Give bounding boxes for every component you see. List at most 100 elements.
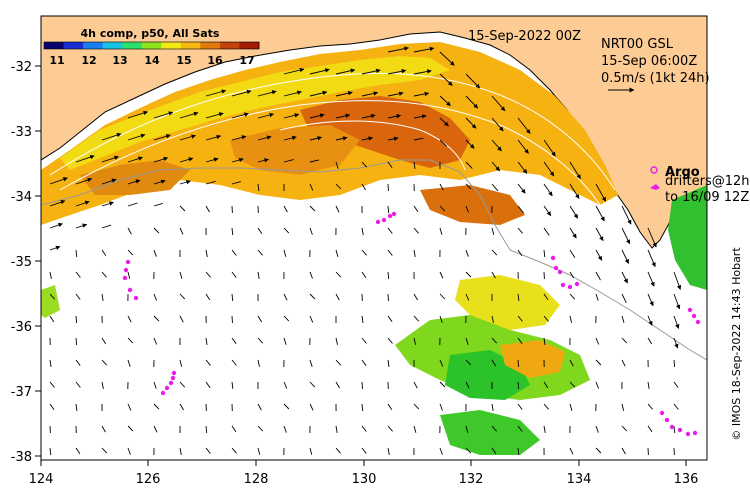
current-arrow bbox=[127, 110, 149, 119]
current-arrow bbox=[127, 337, 134, 344]
current-arrow bbox=[75, 154, 95, 163]
current-arrow bbox=[491, 183, 499, 192]
argo-drifter-dot bbox=[574, 281, 580, 287]
current-arrow bbox=[465, 249, 469, 257]
current-arrow bbox=[75, 249, 78, 258]
sst-patch-hot-core bbox=[300, 96, 470, 168]
current-arrow bbox=[569, 249, 576, 259]
current-arrow bbox=[439, 139, 447, 147]
current-arrow bbox=[465, 183, 472, 190]
sst-patch-sw-green bbox=[41, 285, 60, 318]
current-arrow bbox=[257, 403, 262, 411]
current-arrow bbox=[309, 159, 320, 163]
argo-drifter-dot bbox=[171, 370, 177, 376]
current-arrow bbox=[439, 51, 455, 66]
current-arrow bbox=[413, 137, 424, 141]
argo-drifter-dot bbox=[560, 282, 566, 288]
current-arrow bbox=[439, 381, 446, 388]
colorbar-swatch bbox=[219, 42, 240, 49]
argo-marker-icon bbox=[650, 166, 658, 174]
current-arrow bbox=[309, 227, 313, 235]
current-arrow bbox=[309, 205, 316, 212]
current-arrow bbox=[153, 156, 169, 163]
current-arrow bbox=[387, 359, 390, 367]
current-arrow bbox=[257, 158, 269, 163]
svg-text:-34: -34 bbox=[11, 190, 32, 205]
svg-text:130: 130 bbox=[352, 472, 377, 487]
current-arrow bbox=[387, 205, 390, 214]
argo-drifter-dot bbox=[550, 255, 556, 261]
current-arrow bbox=[179, 381, 186, 388]
current-arrow bbox=[569, 183, 580, 199]
x-tick-130: 130 bbox=[352, 460, 377, 487]
current-arrow bbox=[49, 447, 52, 456]
argo-drifter-dot bbox=[387, 213, 393, 219]
current-arrow bbox=[361, 271, 367, 279]
current-arrow bbox=[283, 205, 288, 213]
current-arrow bbox=[595, 271, 601, 281]
current-arrow bbox=[465, 139, 475, 149]
current-arrow bbox=[543, 293, 549, 300]
current-arrow bbox=[465, 447, 472, 454]
current-arrow bbox=[569, 205, 579, 219]
current-arrow bbox=[75, 223, 88, 229]
sst-patch-hot-offshore bbox=[420, 185, 525, 225]
colorbar-swatch bbox=[161, 42, 182, 49]
svg-text:-33: -33 bbox=[11, 125, 32, 140]
current-arrow bbox=[621, 249, 630, 264]
colorbar-tick-15: 15 bbox=[176, 54, 191, 67]
colorbar-ticks: 11 12 13 14 15 16 17 bbox=[49, 54, 254, 67]
current-arrow bbox=[465, 73, 481, 89]
current-arrow bbox=[179, 359, 183, 367]
argo-drifter-dot bbox=[170, 375, 176, 381]
current-arrow bbox=[101, 293, 104, 301]
current-arrow bbox=[491, 249, 498, 256]
current-arrow bbox=[309, 403, 314, 411]
current-arrow bbox=[231, 227, 234, 236]
current-arrow bbox=[569, 359, 574, 367]
current-arrow bbox=[309, 315, 314, 323]
current-arrow bbox=[205, 337, 208, 345]
argo-drifter-dot bbox=[375, 219, 381, 225]
current-arrow bbox=[153, 249, 157, 257]
current-arrow bbox=[257, 315, 263, 323]
current-arrow bbox=[387, 161, 393, 168]
current-arrow bbox=[413, 114, 427, 119]
current-arrow bbox=[647, 315, 653, 326]
drifters-line-1: drifters@12h bbox=[665, 174, 750, 189]
svg-text:134: 134 bbox=[567, 472, 592, 487]
current-arrow bbox=[673, 403, 679, 410]
colorbar-swatch bbox=[102, 42, 123, 49]
sst-patches bbox=[41, 42, 707, 455]
current-arrow bbox=[49, 200, 66, 207]
current-arrow bbox=[361, 249, 367, 256]
current-arrow bbox=[647, 249, 656, 268]
current-arrow bbox=[75, 200, 90, 207]
current-arrow bbox=[179, 403, 184, 411]
argo-legend: Argo drifters@12h to 16/09 12Z bbox=[650, 165, 750, 205]
current-arrow bbox=[465, 271, 472, 278]
x-tick-136: 136 bbox=[674, 460, 698, 487]
current-arrow bbox=[75, 403, 78, 411]
current-arrow bbox=[465, 381, 470, 389]
current-arrow bbox=[309, 183, 314, 191]
current-arrow bbox=[231, 181, 241, 185]
current-arrow bbox=[491, 403, 494, 411]
current-arrow bbox=[257, 447, 261, 455]
colorbar-tick-12: 12 bbox=[81, 54, 96, 67]
colorbar-swatches bbox=[44, 42, 260, 49]
current-arrow bbox=[621, 359, 626, 367]
current-arrow bbox=[75, 293, 81, 300]
current-arrow bbox=[517, 205, 525, 214]
argo-drifter-dot bbox=[567, 284, 573, 290]
current-arrow bbox=[127, 359, 131, 367]
current-arrow bbox=[127, 425, 134, 432]
current-arrow bbox=[465, 359, 472, 366]
x-tick-126: 126 bbox=[136, 460, 160, 487]
current-arrow bbox=[127, 315, 132, 323]
current-arrow bbox=[205, 293, 211, 301]
svg-text:-36: -36 bbox=[11, 320, 32, 335]
plot-frame bbox=[40, 15, 708, 461]
current-arrow bbox=[179, 315, 184, 323]
current-arrow bbox=[179, 134, 196, 141]
